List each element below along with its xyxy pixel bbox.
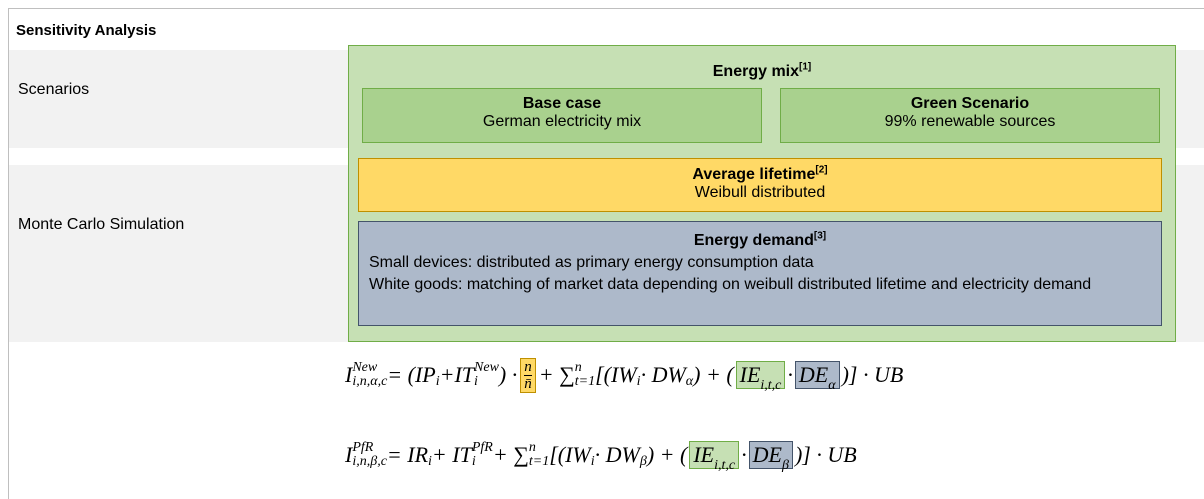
sym: = IR (386, 442, 429, 467)
sym: I (345, 362, 353, 387)
row-label: Monte Carlo Simulation (18, 216, 185, 233)
sym: I (345, 442, 353, 467)
formula: I New i,n,α,c = (IP i +IT New i) · n n̄ + ∑ n t=1… (345, 350, 903, 400)
sub: α (685, 374, 694, 389)
sup: n (574, 360, 582, 375)
green-term: IEi,t,c (735, 361, 786, 393)
lifetime-box: Average lifetime[2] Weibull distributed (358, 158, 1162, 212)
text: Weibull distributed (694, 184, 826, 202)
formula: I PfR i,n,β,c = IR i + IT PfR i + ∑ n t=1 [(IW i … (345, 430, 857, 480)
sub: i (590, 454, 595, 469)
text: White goods: matching of market data dep… (369, 276, 1092, 294)
row-label: Scenarios (18, 81, 90, 98)
green-scenario-box: Green Scenario 99% renewable sources (780, 88, 1160, 143)
sup: PfR (352, 440, 374, 455)
den: n̄ (524, 375, 532, 392)
title: Sensitivity Analysis (16, 22, 157, 39)
sub: i (474, 374, 478, 389)
text: Small devices: distributed as primary en… (369, 254, 814, 272)
title: Energy demand (693, 232, 814, 250)
sym: +IT (439, 362, 475, 387)
sup: n (528, 440, 536, 455)
sub: i,n,α,c (352, 374, 388, 389)
energy-mix-title: Energy mix[1] (348, 56, 1176, 81)
sub: i (636, 374, 641, 389)
sym: )] · UB (841, 362, 904, 387)
sub: α (828, 378, 836, 393)
sym: + IT (431, 442, 472, 467)
sym: ) + ( (646, 442, 688, 467)
sym: DE (798, 362, 829, 387)
sym: [(IW (595, 362, 637, 387)
text: 99% renewable sources (884, 113, 1056, 130)
sub: i (471, 454, 476, 469)
sym: · DW (594, 442, 640, 467)
base-case-box: Base case German electricity mix (362, 88, 762, 143)
sub: i,t,c (760, 378, 782, 393)
blue-term: DEα (794, 361, 840, 393)
fraction: n n̄ (520, 357, 536, 393)
sym: ) · (498, 362, 518, 387)
green-term: IEi,t,c (689, 441, 740, 473)
sub: i (428, 454, 432, 469)
ref: [3] (813, 231, 827, 242)
sub: t=1 (574, 374, 596, 389)
sym: + ∑ (538, 362, 575, 387)
sym: ) + ( (693, 362, 734, 387)
sup: New (474, 360, 499, 375)
sub: β (639, 454, 647, 469)
sym: DE (752, 442, 782, 467)
sub: i,t,c (714, 458, 736, 473)
ref: [2] (815, 165, 828, 176)
sym: · (787, 362, 793, 387)
sym: · DW (640, 362, 686, 387)
sub: i,n,β,c (352, 454, 387, 469)
sup: New (352, 360, 378, 375)
sym: + ∑ (492, 442, 529, 467)
sym: [(IW (549, 442, 591, 467)
sub: t=1 (528, 454, 550, 469)
sym: = (IP (387, 362, 436, 387)
frame (8, 8, 1204, 499)
sup: PfR (471, 440, 493, 455)
title: Base case (522, 95, 602, 112)
title: Green Scenario (910, 95, 1030, 112)
sym: · (741, 442, 747, 467)
sym: )] · UB (794, 442, 857, 467)
title: Average lifetime (692, 166, 816, 184)
sub: i (435, 374, 440, 389)
sub: β (781, 458, 789, 473)
demand-box: Energy demand[3] Small devices: distribut… (358, 221, 1162, 326)
text: German electricity mix (482, 113, 642, 130)
blue-term: DEβ (748, 441, 793, 473)
sym: IE (693, 442, 715, 467)
ref: [1] (799, 62, 812, 73)
text: Energy mix (712, 63, 800, 81)
num: n (524, 358, 532, 376)
sym: IE (739, 362, 761, 387)
